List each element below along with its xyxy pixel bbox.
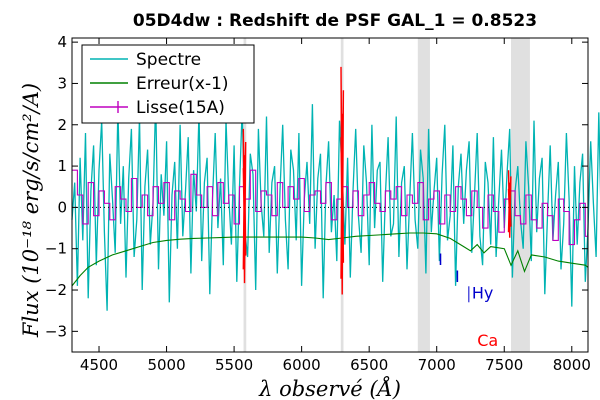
y-axis-ticks: −3 −2 −1 0 1 2 3 4 (45, 33, 588, 340)
x-tick-label: 8000 (553, 356, 591, 374)
y-tick-label: −1 (45, 240, 67, 258)
y-tick-label: 0 (57, 198, 67, 216)
y-tick-label: 3 (57, 74, 67, 92)
line-marker-label: Ca (477, 331, 498, 350)
x-tick-label: 5000 (147, 356, 185, 374)
series-line-spectre (71, 99, 600, 311)
x-axis-ticks: 4500 5000 5500 6000 6500 7000 7500 8000 (80, 38, 591, 374)
red-spike (242, 128, 247, 284)
x-tick-label: 4500 (80, 356, 118, 374)
x-axis-label: λ observé (Å) (258, 376, 401, 400)
shaded-band (511, 38, 530, 352)
y-axis-label: Flux (10⁻¹⁸ erg/s/cm²/A) (19, 83, 43, 338)
x-tick-label: 7000 (418, 356, 456, 374)
y-tick-label: −2 (45, 281, 67, 299)
x-tick-label: 7500 (485, 356, 523, 374)
y-tick-label: 1 (57, 157, 67, 175)
series-line-erreur-x-1- (71, 232, 589, 287)
line-marker-label: I (438, 250, 443, 269)
legend-label: Lisse(15A) (136, 98, 225, 118)
legend-label: Spectre (136, 50, 201, 70)
legend-label: Erreur(x-1) (136, 74, 229, 94)
plot-frame (71, 37, 589, 353)
chart-title: 05D4dw : Redshift de PSF GAL_1 = 0.8523 (133, 11, 537, 31)
x-tick-label: 6500 (350, 356, 388, 374)
red-spike (507, 170, 512, 238)
series-layer (71, 99, 600, 311)
y-tick-label: 4 (57, 33, 67, 51)
legend: Spectre Erreur(x-1) Lisse(15A) (81, 44, 255, 124)
line-marker-label: Hy (472, 283, 494, 302)
legend-box (81, 44, 255, 124)
series-line-lisse-15a- (72, 169, 588, 246)
x-tick-label: 6000 (283, 356, 321, 374)
y-tick-label: 2 (57, 116, 67, 134)
line-markers: II Hy Ca (438, 250, 498, 350)
red-spike (340, 66, 345, 295)
shaded-bands (243, 38, 530, 352)
line-marker-label: I (455, 267, 460, 286)
x-tick-label: 5500 (215, 356, 253, 374)
y-tick-label: −3 (45, 322, 67, 340)
red-spikes (242, 66, 512, 295)
